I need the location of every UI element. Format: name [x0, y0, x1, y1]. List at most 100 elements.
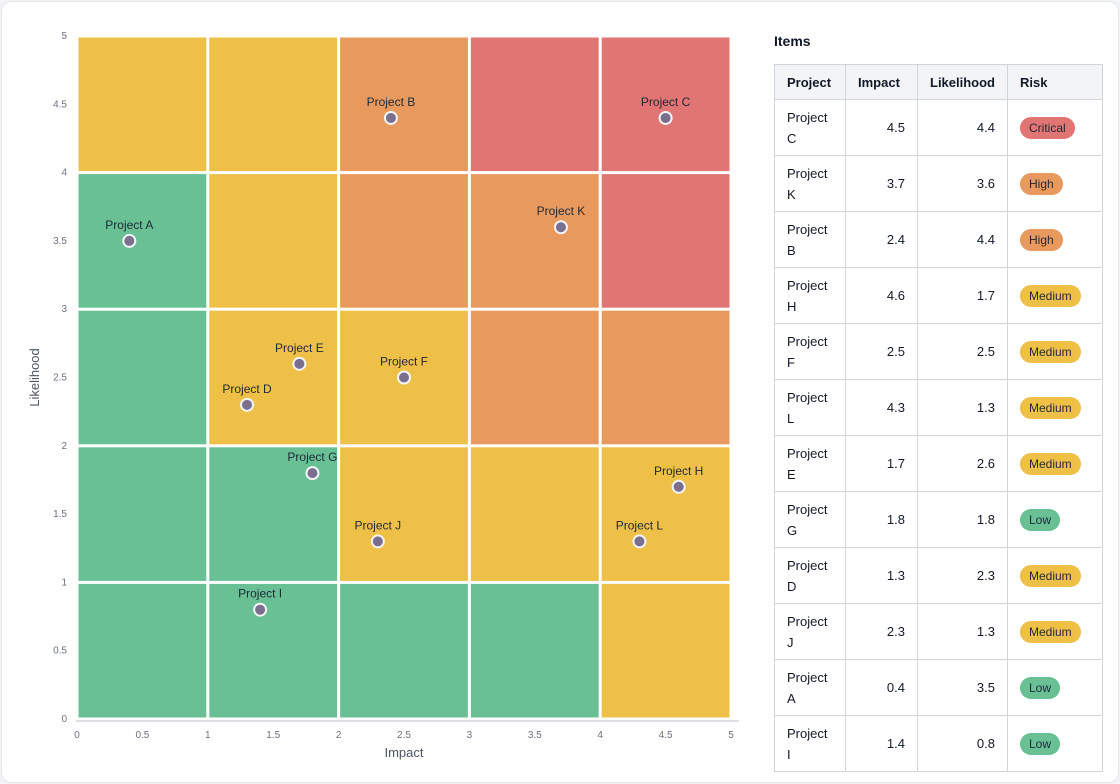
table-row[interactable]: Project D 1.3 2.3 Medium	[774, 547, 1103, 604]
data-point[interactable]	[658, 110, 673, 125]
y-tick-label: 2.5	[53, 373, 67, 384]
point-label: Project G	[287, 450, 337, 464]
y-tick-label: 1	[61, 577, 67, 588]
data-point[interactable]	[370, 534, 385, 549]
x-tick-label: 3	[467, 730, 473, 741]
point-label: Project K	[537, 204, 586, 218]
cell-impact: 1.4	[845, 715, 918, 772]
data-point[interactable]	[632, 534, 647, 549]
cell-project: Project B	[774, 211, 846, 268]
cell-risk: Low	[1007, 715, 1103, 772]
table-row[interactable]: Project I 1.4 0.8 Low	[774, 715, 1103, 772]
y-tick-label: 5	[61, 31, 67, 42]
cell-impact: 1.8	[845, 491, 918, 548]
matrix-cell-medium	[209, 174, 338, 308]
data-point[interactable]	[553, 220, 568, 235]
risk-matrix-chart: 0 0.5 1 1.5 2 2.5 3 3.5 4 4.5 5 0 0.5 1 1.5 2 2.5 3 3.5 4 4.…	[27, 31, 739, 760]
point-label: Project D	[222, 382, 272, 396]
matrix-cell-medium	[601, 447, 730, 581]
y-tick-label: 4.5	[53, 99, 67, 110]
cell-likelihood: 2.6	[917, 435, 1008, 492]
point-label: Project F	[380, 355, 428, 369]
matrix-cell-low	[209, 583, 338, 718]
cell-impact: 2.5	[845, 323, 918, 380]
matrix-cell-low	[78, 447, 207, 581]
matrix-cell-high	[340, 174, 468, 308]
matrix-cell-high	[340, 37, 468, 172]
matrix-cell-low	[470, 583, 599, 718]
data-point[interactable]	[305, 466, 320, 481]
x-tick-label: 3.5	[528, 730, 542, 741]
chart-svg: 0 0.5 1 1.5 2 2.5 3 3.5 4 4.5 5 0 0.5 1 1.5 2 2.5 3 3.5 4 4.…	[27, 31, 739, 760]
cell-project: Project C	[774, 99, 846, 156]
table-row[interactable]: Project E 1.7 2.6 Medium	[774, 435, 1103, 492]
col-header-impact[interactable]: Impact	[845, 64, 918, 100]
point-label: Project B	[367, 95, 416, 109]
table-row[interactable]: Project K 3.7 3.6 High	[774, 155, 1103, 212]
data-point[interactable]	[671, 479, 686, 494]
x-tick-label: 0.5	[135, 730, 149, 741]
data-point[interactable]	[122, 233, 137, 248]
items-panel: Items Project Impact Likelihood Risk Pro…	[774, 30, 1104, 772]
risk-badge: Critical	[1020, 116, 1075, 139]
cell-likelihood: 3.6	[917, 155, 1008, 212]
col-header-risk[interactable]: Risk	[1007, 64, 1103, 100]
table-row[interactable]: Project G 1.8 1.8 Low	[774, 491, 1103, 548]
table-row[interactable]: Project H 4.6 1.7 Medium	[774, 267, 1103, 324]
matrix-cell-high	[470, 174, 599, 308]
point-label: Project C	[641, 95, 691, 109]
table-row[interactable]: Project A 0.4 3.5 Low	[774, 659, 1103, 716]
col-header-likelihood[interactable]: Likelihood	[917, 64, 1008, 100]
cell-risk: Medium	[1007, 323, 1103, 380]
cell-risk: Medium	[1007, 267, 1103, 324]
y-tick-label: 3.5	[53, 236, 67, 247]
cell-likelihood: 4.4	[917, 211, 1008, 268]
cell-project: Project A	[774, 659, 846, 716]
cell-impact: 0.4	[845, 659, 918, 716]
risk-badge: Medium	[1020, 340, 1081, 363]
risk-badge: Medium	[1020, 284, 1081, 307]
cell-project: Project J	[774, 603, 846, 660]
risk-badge: Low	[1020, 732, 1061, 755]
cell-project: Project K	[774, 155, 846, 212]
matrix-cell-critical	[601, 37, 730, 172]
table-row[interactable]: Project J 2.3 1.3 Medium	[774, 603, 1103, 660]
point-label: Project J	[354, 518, 401, 532]
matrix-cell-low	[78, 583, 207, 718]
y-tick-label: 4	[61, 168, 67, 179]
y-tick-label: 0	[61, 714, 67, 725]
table-row[interactable]: Project F 2.5 2.5 Medium	[774, 323, 1103, 380]
data-point[interactable]	[383, 110, 398, 125]
cell-likelihood: 1.7	[917, 267, 1008, 324]
cell-project: Project G	[774, 491, 846, 548]
cell-likelihood: 1.3	[917, 379, 1008, 436]
data-point[interactable]	[292, 356, 307, 371]
items-table: Project Impact Likelihood Risk Project C…	[774, 64, 1103, 772]
data-point[interactable]	[397, 370, 411, 385]
data-point[interactable]	[240, 397, 255, 412]
cell-risk: High	[1007, 155, 1103, 212]
table-row[interactable]: Project B 2.4 4.4 High	[774, 211, 1103, 268]
data-point[interactable]	[253, 602, 268, 617]
cell-project: Project E	[774, 435, 846, 492]
cell-risk: Medium	[1007, 547, 1103, 604]
risk-badge: Low	[1020, 676, 1061, 699]
matrix-cell-medium	[601, 583, 730, 718]
cell-impact: 3.7	[845, 155, 918, 212]
point-label: Project H	[654, 464, 703, 478]
cell-likelihood: 2.3	[917, 547, 1008, 604]
matrix-cell-low	[209, 447, 338, 581]
cell-project: Project I	[774, 715, 846, 772]
y-tick-label: 1.5	[53, 509, 67, 520]
y-tick-label: 0.5	[53, 646, 67, 657]
table-row[interactable]: Project C 4.5 4.4 Critical	[774, 99, 1103, 156]
table-row[interactable]: Project L 4.3 1.3 Medium	[774, 379, 1103, 436]
cell-project: Project F	[774, 323, 846, 380]
cell-impact: 2.3	[845, 603, 918, 660]
risk-badge: Medium	[1020, 564, 1081, 587]
cell-impact: 1.3	[845, 547, 918, 604]
risk-badge: High	[1020, 228, 1063, 251]
col-header-project[interactable]: Project	[774, 64, 846, 100]
cell-risk: Medium	[1007, 379, 1103, 436]
cell-likelihood: 4.4	[917, 99, 1008, 156]
